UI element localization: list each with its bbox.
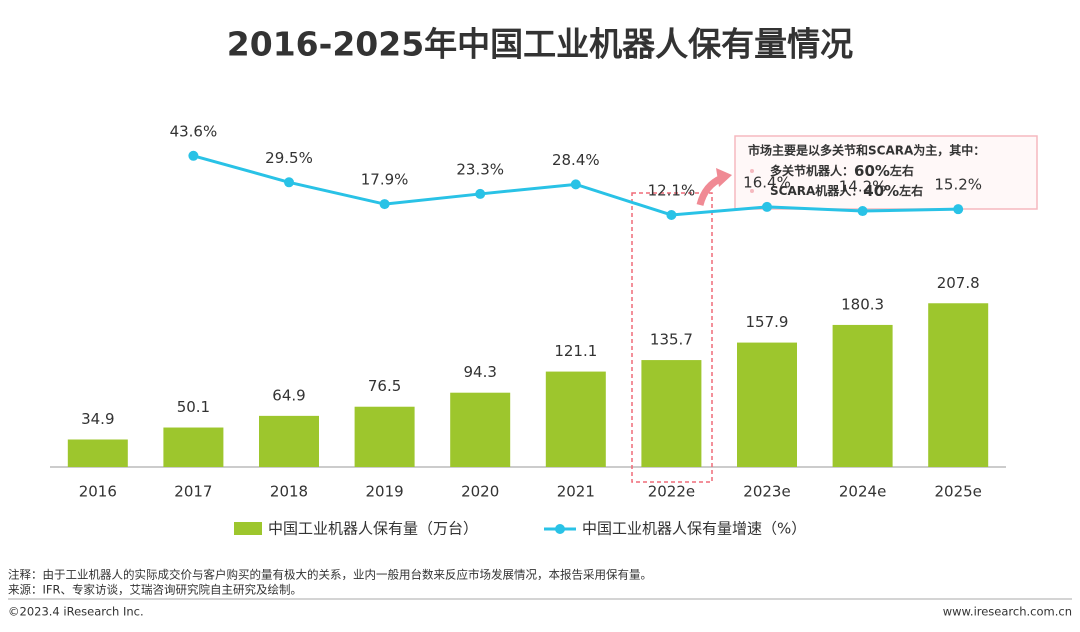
line-point [953,204,964,215]
x-tick-label: 2023e [743,483,790,501]
x-tick-label: 2018 [270,483,308,501]
line-point [475,188,486,199]
bar-value-label: 64.9 [272,386,305,404]
annotation-item: SCARA机器人：40%左右 [770,182,923,200]
line-value-label: 12.1% [648,181,696,199]
line-value-label: 29.5% [265,149,313,167]
x-tick-label: 2020 [461,483,499,501]
line-point [570,179,581,190]
bar [641,360,702,467]
line-point [379,199,390,210]
x-tick-label: 2024e [839,483,886,501]
x-tick-label: 2021 [557,483,595,501]
bar-value-label: 180.3 [841,295,884,313]
bar-value-label: 135.7 [650,331,693,349]
bar-value-label: 34.9 [81,410,114,428]
x-tick-label: 2022e [648,483,695,501]
line-point [857,206,868,217]
bar [354,406,415,467]
chart-title: 2016-2025年中国工业机器人保有量情况 [227,25,853,64]
line-point [762,201,772,212]
bar-value-label: 157.9 [746,313,789,331]
bar [163,427,224,467]
line-point [666,209,677,220]
legend-label: 中国工业机器人保有量增速（%） [582,520,806,538]
line-value-label: 14.2% [839,178,887,196]
legend-swatch [555,524,565,534]
bar [737,342,797,467]
line-point [188,150,199,161]
bar-value-label: 76.5 [368,377,401,395]
line-value-label: 16.4% [743,173,791,191]
x-tick-label: 2019 [366,483,404,501]
annotation-heading: 市场主要是以多关节和SCARA为主，其中： [748,143,985,158]
x-tick-label: 2016 [79,483,117,501]
line-value-label: 23.3% [456,160,504,178]
line-value-label: 28.4% [552,151,600,169]
legend-label: 中国工业机器人保有量（万台） [268,520,478,538]
bar-value-label: 121.1 [554,342,597,360]
annotation-item: 多关节机器人：60%左右 [770,162,914,180]
line-point [284,177,294,188]
bar-value-label: 94.3 [463,363,496,381]
bar [928,303,989,467]
bullet [750,189,754,193]
source: 来源：IFR、专家访谈，艾瑞咨询研究院自主研究及绘制。 [8,583,302,597]
bar [450,392,511,467]
line-value-label: 15.2% [934,176,982,194]
bar-value-label: 207.8 [937,274,980,292]
footnote: 注释：由于工业机器人的实际成交价与客户购买的量有极大的关系，业内一般用台数来反应… [8,568,652,582]
bar-value-label: 50.1 [177,398,210,416]
bar [67,439,128,467]
x-tick-label: 2025e [934,483,981,501]
bar [832,324,893,467]
copyright: ©2023.4 iResearch Inc. [8,605,144,619]
line-value-label: 43.6% [170,122,218,140]
annotation-box [734,135,1038,210]
bar [259,415,319,467]
x-tick-label: 2017 [174,483,212,501]
arrow-head [716,168,732,187]
website: www.iresearch.com.cn [943,605,1072,619]
line-value-label: 17.9% [361,171,409,189]
highlight-box [631,192,713,483]
bar [545,371,606,467]
legend-swatch [234,522,262,535]
bullet [750,169,754,173]
